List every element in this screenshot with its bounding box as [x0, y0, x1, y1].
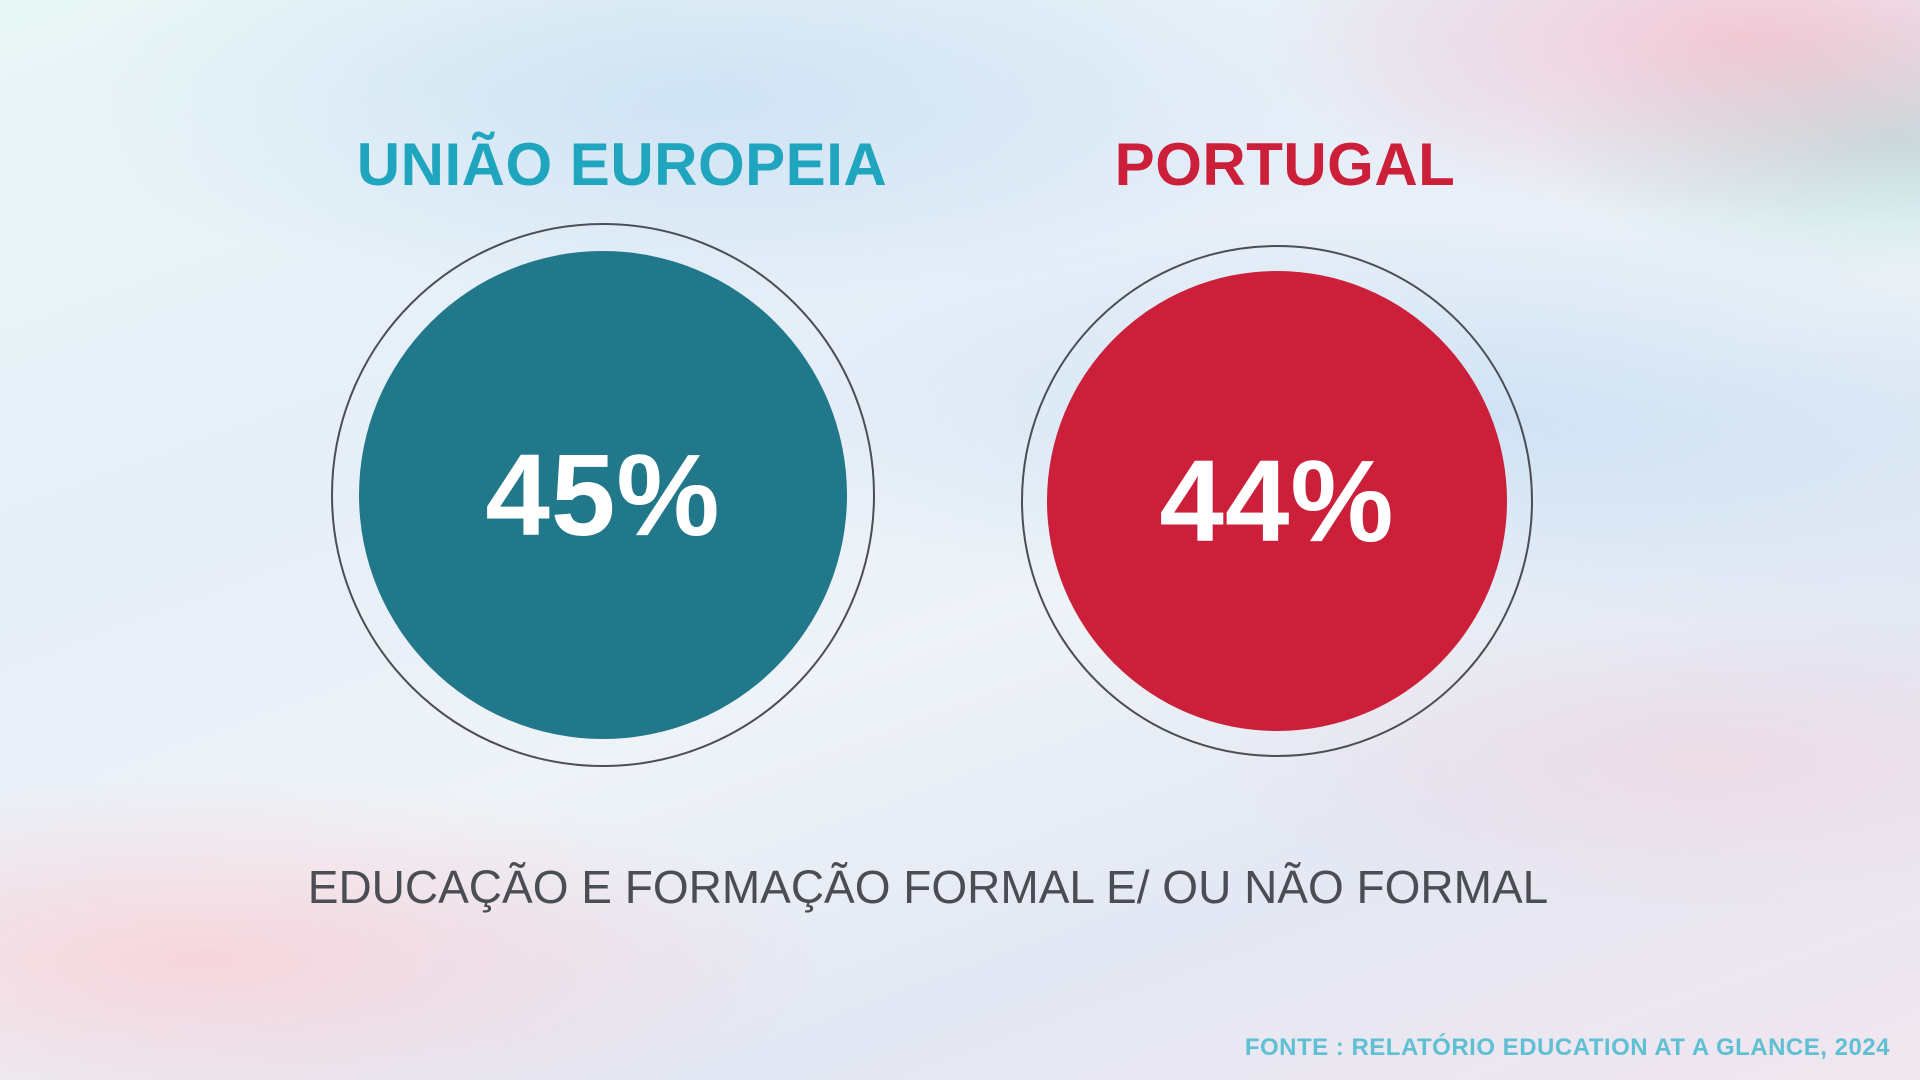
portugal-outer-ring — [1021, 245, 1533, 757]
eu-value-label: 45% — [485, 430, 721, 560]
caption: EDUCAÇÃO E FORMAÇÃO FORMAL E/ OU NÃO FOR… — [307, 861, 1549, 913]
portugal-value-label: 44% — [1159, 436, 1395, 566]
source-note: FONTE : RELATÓRIO EDUCATION AT A GLANCE,… — [1244, 1034, 1890, 1061]
portugal-value-circle: 44% — [1047, 271, 1507, 731]
eu-outer-ring — [331, 223, 875, 767]
portugal-title: PORTUGAL — [1114, 131, 1456, 198]
eu-value-circle: 45% — [359, 251, 847, 739]
eu-title: UNIÃO EUROPEIA — [356, 131, 888, 198]
